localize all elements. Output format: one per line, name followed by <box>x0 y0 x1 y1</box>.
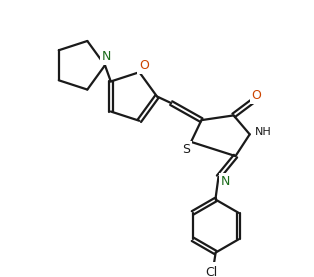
Text: N: N <box>102 50 111 63</box>
Text: S: S <box>182 143 190 156</box>
Text: N: N <box>220 175 230 188</box>
Text: O: O <box>252 89 261 102</box>
Text: Cl: Cl <box>206 266 218 277</box>
Text: O: O <box>139 59 149 72</box>
Text: NH: NH <box>255 127 271 137</box>
